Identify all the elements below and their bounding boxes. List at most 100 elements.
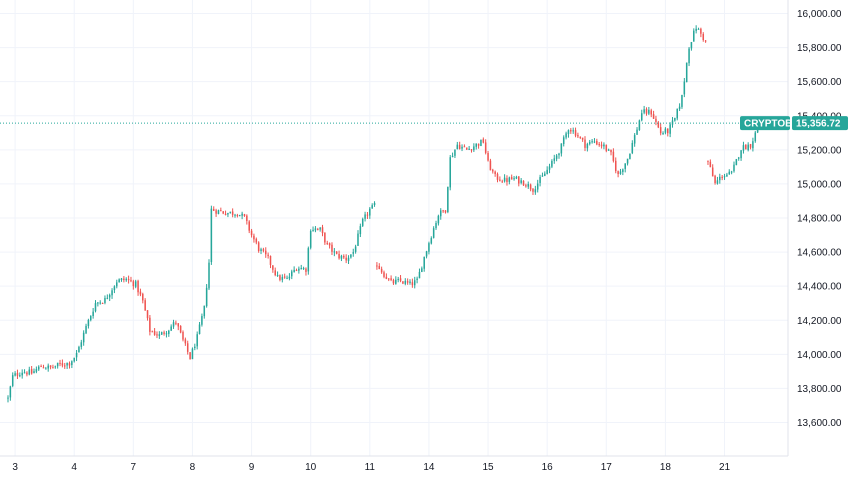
candle-body: [515, 176, 518, 179]
candle-body: [425, 251, 428, 257]
candle-body: [659, 127, 662, 134]
candle-body: [726, 174, 728, 177]
x-tick-label: 7: [131, 462, 137, 473]
candle-body: [89, 316, 92, 321]
candle-body: [624, 163, 626, 169]
candle-body: [570, 130, 572, 132]
candle-body: [208, 262, 210, 289]
candle-body: [648, 109, 650, 114]
candle-body: [291, 271, 293, 277]
candle-body: [276, 275, 279, 277]
candle-body: [525, 185, 527, 187]
candles: [7, 25, 759, 403]
price-labels: CRYPTOB10 15,356.72: [740, 116, 848, 131]
candle-body: [267, 254, 269, 256]
candle-body: [619, 171, 622, 174]
candle-body: [201, 316, 203, 325]
candle-body: [652, 114, 655, 119]
candle-body: [716, 180, 719, 184]
candle-body: [75, 352, 78, 358]
candle-body: [215, 210, 217, 214]
candle-body: [30, 369, 33, 374]
candle-body: [614, 160, 617, 172]
candle-body: [387, 278, 390, 280]
candle-body: [577, 135, 579, 137]
candle-body: [541, 175, 544, 177]
candle-body: [496, 173, 499, 180]
candle-body: [378, 265, 381, 270]
candle-body: [449, 157, 451, 188]
candle-body: [546, 169, 548, 174]
candle-body: [745, 144, 747, 150]
candle-body: [506, 178, 508, 183]
candle-body: [59, 362, 61, 364]
candle-body: [539, 177, 541, 183]
candle-body: [238, 215, 241, 217]
candle-body: [633, 135, 636, 144]
candle-body: [484, 142, 487, 153]
y-tick-label: 14,000.00: [797, 350, 842, 361]
candle-body: [392, 280, 395, 284]
candle-body: [520, 180, 522, 183]
candle-body: [68, 363, 71, 366]
x-tick-label: 11: [365, 462, 376, 473]
time-axis[interactable]: 3 4 7 8 9 10 11 14 15 16 17 18 21: [12, 462, 730, 473]
candle-body: [63, 365, 66, 367]
candle-body: [286, 277, 288, 279]
candle-body: [560, 143, 563, 154]
candle-body: [458, 144, 461, 149]
candle-body: [186, 343, 189, 352]
candle-body: [203, 305, 206, 317]
candle-body: [61, 363, 64, 366]
candle-body: [752, 141, 754, 149]
candle-body: [111, 290, 113, 296]
candle-body: [439, 210, 442, 217]
candle-body: [158, 334, 161, 336]
candle-body: [288, 276, 291, 279]
candle-body: [598, 144, 600, 146]
candle-body: [463, 146, 466, 148]
candle-body: [241, 213, 243, 216]
candle-body: [361, 218, 364, 226]
candle-body: [165, 333, 168, 335]
candle-body: [447, 186, 449, 212]
candle-body: [418, 271, 421, 279]
candle-body: [489, 160, 492, 171]
candle-body: [234, 214, 236, 216]
candle-body: [711, 167, 714, 177]
candle-body: [137, 280, 139, 293]
candle-body: [33, 371, 35, 374]
y-tick-label: 14,200.00: [797, 316, 842, 327]
candle-body: [612, 151, 615, 161]
candle-body: [626, 158, 629, 164]
candle-body: [657, 122, 660, 128]
candle-body: [728, 171, 731, 175]
candle-body: [227, 212, 229, 215]
candle-body: [113, 286, 116, 291]
candle-body: [317, 229, 319, 231]
candle-body: [106, 297, 109, 299]
x-tick-label: 14: [423, 462, 435, 473]
price-axis[interactable]: 16,000.0015,800.0015,600.0015,400.0015,2…: [797, 9, 842, 429]
candle-body: [335, 251, 338, 254]
candle-body: [631, 142, 634, 154]
candle-body: [470, 149, 473, 151]
candle-body: [503, 177, 506, 182]
candle-body: [87, 319, 90, 326]
candle-body: [243, 214, 246, 217]
candle-body: [468, 148, 470, 151]
candle-body: [101, 303, 104, 305]
x-tick-label: 18: [660, 462, 672, 473]
candle-body: [11, 375, 14, 386]
candle-body: [638, 120, 641, 131]
last-price-badge: [792, 116, 848, 131]
candle-body: [52, 367, 54, 369]
candle-body: [198, 324, 201, 335]
candle-body: [116, 282, 118, 287]
candle-body: [340, 255, 343, 259]
candle-body: [572, 130, 574, 132]
candle-body: [40, 366, 42, 368]
candle-body: [23, 372, 26, 374]
